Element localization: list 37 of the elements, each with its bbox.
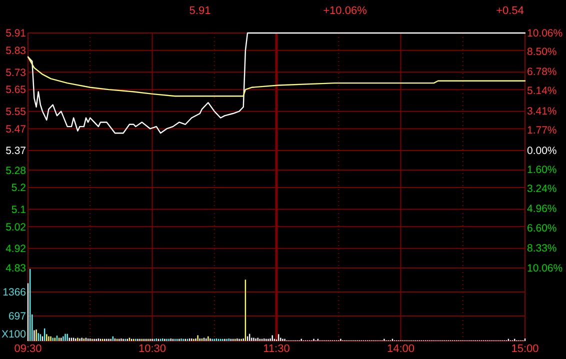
y-tick-label: 697 [8, 310, 26, 323]
x-tick-label: 10:30 [138, 343, 166, 355]
y-tick-label: 5.37 [6, 145, 26, 158]
y-tick-label: 5.73 [6, 66, 26, 79]
y-tick-label: X100 [1, 328, 26, 341]
x-tick-label: 11:30 [263, 343, 290, 355]
text: 5.91 [189, 5, 211, 17]
y-tick-label: 5.65 [6, 84, 26, 96]
y-tick-label: 5.47 [6, 123, 26, 136]
y2-tick-label: 10.06% [527, 28, 563, 40]
x-tick-label: 15:00 [511, 343, 539, 355]
y-tick-label: 5.83 [6, 45, 26, 58]
y2-tick-label: 5.14% [527, 85, 557, 98]
y-tick-label: 5.28 [6, 164, 26, 177]
x-tick-label: 14:00 [386, 343, 415, 355]
y-tick-label: 1366 [2, 286, 26, 299]
y-tick-label: 5.91 [6, 28, 26, 40]
y2-tick-label: 10.06% [527, 262, 563, 275]
y-tick-label: 4.83 [6, 262, 26, 275]
y2-tick-label: 8.33% [527, 242, 557, 254]
y-tick-label: 5.02 [6, 221, 26, 234]
text: +10.06% [323, 5, 368, 17]
y2-tick-label: 6.78% [527, 66, 557, 78]
y2-tick-label: 0.00% [527, 145, 557, 158]
y2-tick-label: 3.41% [527, 105, 557, 118]
y-tick-label: 5.55 [6, 106, 26, 118]
y-tick-label: 5.2 [11, 182, 26, 194]
y2-tick-label: 4.96% [527, 203, 557, 216]
y2-tick-label: 3.24% [527, 183, 557, 196]
y2-tick-label: 1.60% [527, 164, 557, 176]
x-tick-label: 09:30 [14, 343, 42, 355]
y-tick-label: 5.1 [11, 204, 26, 216]
y-tick-label: 4.92 [6, 243, 26, 256]
y2-tick-label: 1.77% [527, 124, 557, 136]
y2-tick-label: 8.50% [527, 46, 557, 58]
y2-tick-label: 6.60% [527, 222, 557, 234]
text: +0.54 [496, 5, 524, 17]
